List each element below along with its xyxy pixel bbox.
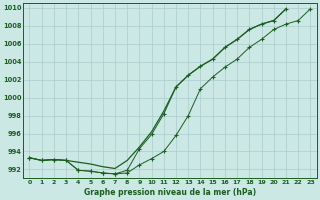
X-axis label: Graphe pression niveau de la mer (hPa): Graphe pression niveau de la mer (hPa) (84, 188, 256, 197)
